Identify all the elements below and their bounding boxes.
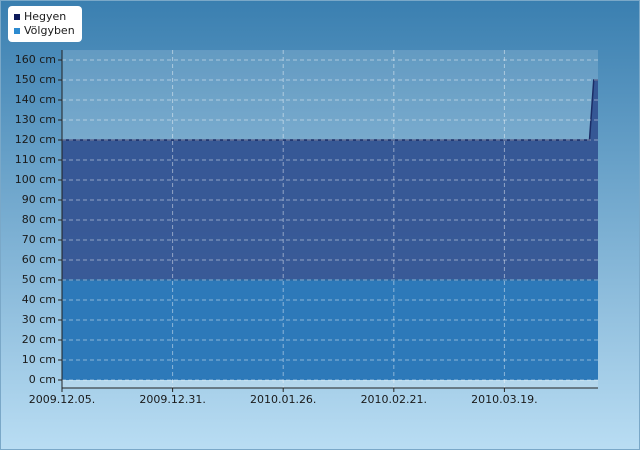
y-tick-label: 160 cm xyxy=(15,53,56,66)
series-line xyxy=(62,79,598,141)
y-tick-label: 100 cm xyxy=(15,173,56,186)
y-tick-label: 20 cm xyxy=(22,333,56,346)
x-tick-label: 2010.02.21. xyxy=(361,393,427,406)
y-tick-label: 80 cm xyxy=(22,213,56,226)
y-tick-label: 60 cm xyxy=(22,253,56,266)
y-tick-label: 50 cm xyxy=(22,273,56,286)
y-tick-label: 10 cm xyxy=(22,353,56,366)
x-tick-label: 2010.01.26. xyxy=(250,393,316,406)
area xyxy=(62,280,598,380)
y-tick-label: 40 cm xyxy=(22,293,56,306)
y-tick-label: 0 cm xyxy=(29,373,56,386)
legend-label: Hegyen xyxy=(24,10,66,23)
legend-swatch xyxy=(14,14,20,20)
legend-swatch xyxy=(14,28,20,34)
y-tick-label: 90 cm xyxy=(22,193,56,206)
x-tick-label: 2010.03.19. xyxy=(471,393,537,406)
y-tick-label: 120 cm xyxy=(15,133,56,146)
y-tick-label: 130 cm xyxy=(15,113,56,126)
y-tick-label: 140 cm xyxy=(15,93,56,106)
y-tick-label: 150 cm xyxy=(15,73,56,86)
x-tick-label: 2009.12.31. xyxy=(139,393,205,406)
x-tick-label: 2009.12.05. xyxy=(29,393,95,406)
y-tick-label: 110 cm xyxy=(15,153,56,166)
y-tick-label: 30 cm xyxy=(22,313,56,326)
y-tick-label: 70 cm xyxy=(22,233,56,246)
legend-box xyxy=(8,6,82,42)
legend-label: Völgyben xyxy=(24,24,75,37)
